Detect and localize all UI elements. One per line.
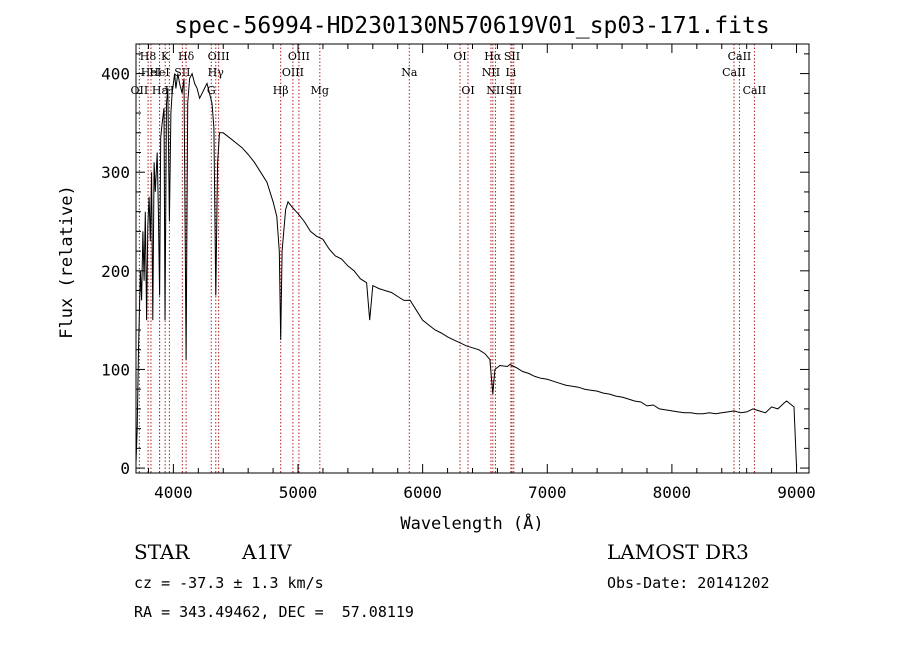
line-label-Hδ: Hδ bbox=[178, 50, 195, 63]
y-tick-label: 400 bbox=[101, 65, 130, 84]
line-label-Hα: Hα bbox=[484, 50, 502, 63]
line-label-H: H bbox=[165, 84, 175, 97]
line-label-Hγ: Hγ bbox=[208, 66, 225, 79]
line-label-Li: Li bbox=[505, 66, 516, 79]
line-label-Hε: Hε bbox=[152, 84, 168, 97]
line-label-NII: NII bbox=[486, 84, 504, 97]
y-tick-label: 0 bbox=[120, 459, 130, 478]
x-tick-label: 6000 bbox=[403, 483, 442, 502]
line-label-CaII: CaII bbox=[728, 50, 752, 63]
line-label-Hβ: Hβ bbox=[273, 84, 289, 97]
line-label-OII: OII bbox=[131, 84, 149, 97]
x-tick-label: 7000 bbox=[528, 483, 567, 502]
x-axis-ticks: 4000 5000 6000 7000 8000 9000 bbox=[147, 44, 816, 502]
y-axis-ticks: 0 100 200 300 400 bbox=[101, 53, 809, 478]
y-tick-label: 100 bbox=[101, 360, 130, 379]
line-label-HeI: HeI bbox=[149, 66, 169, 79]
line-label-H8: H8 bbox=[140, 50, 157, 63]
line-label-HeI: HeI bbox=[141, 66, 161, 79]
spectral-line-markers bbox=[138, 44, 755, 473]
line-label-SII: SII bbox=[504, 50, 520, 63]
chart-title: spec-56994-HD230130N570619V01_sp03-171.f… bbox=[174, 13, 769, 39]
object-type: STAR bbox=[134, 540, 190, 564]
sky-coordinates: RA = 343.49462, DEC = 57.08119 bbox=[134, 603, 414, 621]
line-label-NII: NII bbox=[482, 66, 500, 79]
line-label-SII: SII bbox=[506, 84, 522, 97]
x-tick-label: 8000 bbox=[653, 483, 692, 502]
line-label-OI: OI bbox=[461, 84, 474, 97]
plot-frame bbox=[135, 43, 810, 474]
line-label-OIII: OIII bbox=[282, 66, 304, 79]
line-label-CaII: CaII bbox=[743, 84, 767, 97]
line-label-G: G bbox=[207, 84, 216, 97]
y-tick-label: 300 bbox=[101, 163, 130, 182]
y-axis-label: Flux (relative) bbox=[57, 185, 77, 339]
line-label-SII: SII bbox=[174, 66, 190, 79]
spectral-subclass: A1IV bbox=[242, 540, 292, 564]
line-label-K: K bbox=[161, 50, 170, 63]
x-tick-label: 9000 bbox=[777, 483, 816, 502]
x-tick-label: 5000 bbox=[279, 483, 318, 502]
x-axis-label: Wavelength (Å) bbox=[400, 512, 543, 534]
line-label-OI: OI bbox=[453, 50, 466, 63]
line-label-CaII: CaII bbox=[722, 66, 746, 79]
observation-date: Obs-Date: 20141202 bbox=[607, 574, 770, 592]
y-tick-label: 200 bbox=[101, 262, 130, 281]
line-label-OIII: OIII bbox=[288, 50, 310, 63]
flux-series-line bbox=[135, 72, 797, 467]
survey-name: LAMOST DR3 bbox=[607, 540, 749, 564]
x-tick-label: 4000 bbox=[154, 483, 193, 502]
redshift-velocity: cz = -37.3 ± 1.3 km/s bbox=[134, 574, 324, 592]
line-label-OIII: OIII bbox=[208, 50, 230, 63]
line-label-Na: Na bbox=[401, 66, 418, 79]
line-label-Mg: Mg bbox=[311, 84, 329, 97]
